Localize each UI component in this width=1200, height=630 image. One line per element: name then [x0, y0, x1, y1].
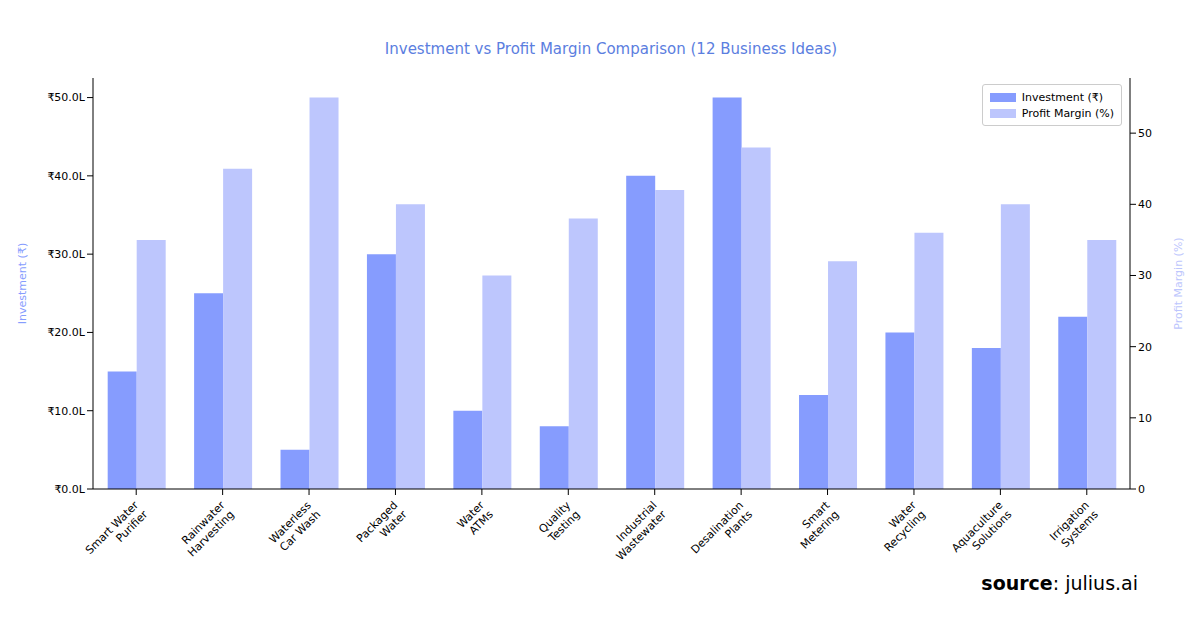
svg-text:QualityTesting: QualityTesting: [536, 498, 583, 545]
svg-text:₹10.0L: ₹10.0L: [47, 405, 85, 418]
svg-text:₹20.0L: ₹20.0L: [47, 326, 85, 339]
html-text:source: julius.ai: source: julius.ai: [981, 572, 1138, 594]
svg-text:Profit Margin (%): Profit Margin (%): [1172, 237, 1185, 329]
svg-text:₹50.0L: ₹50.0L: [47, 91, 85, 104]
svg-text:30: 30: [1138, 269, 1152, 282]
svg-text:10: 10: [1138, 412, 1152, 425]
svg-text:AquacultureSolutions: AquacultureSolutions: [949, 499, 1015, 565]
svg-text:IrrigationSystems: IrrigationSystems: [1047, 499, 1101, 553]
svg-text:WaterRecycling: WaterRecycling: [873, 498, 929, 554]
svg-text:20: 20: [1138, 341, 1152, 354]
svg-text:Smart WaterPurifier: Smart WaterPurifier: [83, 498, 151, 566]
svg-text:SmartMetering: SmartMetering: [789, 498, 842, 551]
html-text:Profit Margin (%): Profit Margin (%): [1021, 106, 1114, 120]
html-text:Investment (₹): Investment (₹): [1021, 90, 1104, 104]
svg-text:PackagedWater: PackagedWater: [354, 498, 410, 554]
svg-text:IndustrialWastewater: IndustrialWastewater: [604, 498, 669, 563]
svg-text:50: 50: [1138, 127, 1152, 140]
svg-text:₹30.0L: ₹30.0L: [47, 248, 85, 261]
svg-text:Investment (₹): Investment (₹): [16, 243, 29, 324]
svg-text:WaterATMs: WaterATMs: [455, 498, 497, 540]
svg-text:WaterlessCar Wash: WaterlessCar Wash: [267, 499, 324, 556]
html-text:Investment vs Profit Margin Co: Investment vs Profit Margin Comparison (…: [384, 40, 838, 58]
svg-text:40: 40: [1138, 198, 1152, 211]
svg-text:₹0.0L: ₹0.0L: [54, 483, 85, 496]
svg-text:₹40.0L: ₹40.0L: [47, 170, 85, 183]
svg-text:DesalinationPlants: DesalinationPlants: [688, 499, 755, 566]
svg-text:0: 0: [1138, 483, 1145, 496]
svg-text:RainwaterHarvesting: RainwaterHarvesting: [176, 498, 237, 559]
